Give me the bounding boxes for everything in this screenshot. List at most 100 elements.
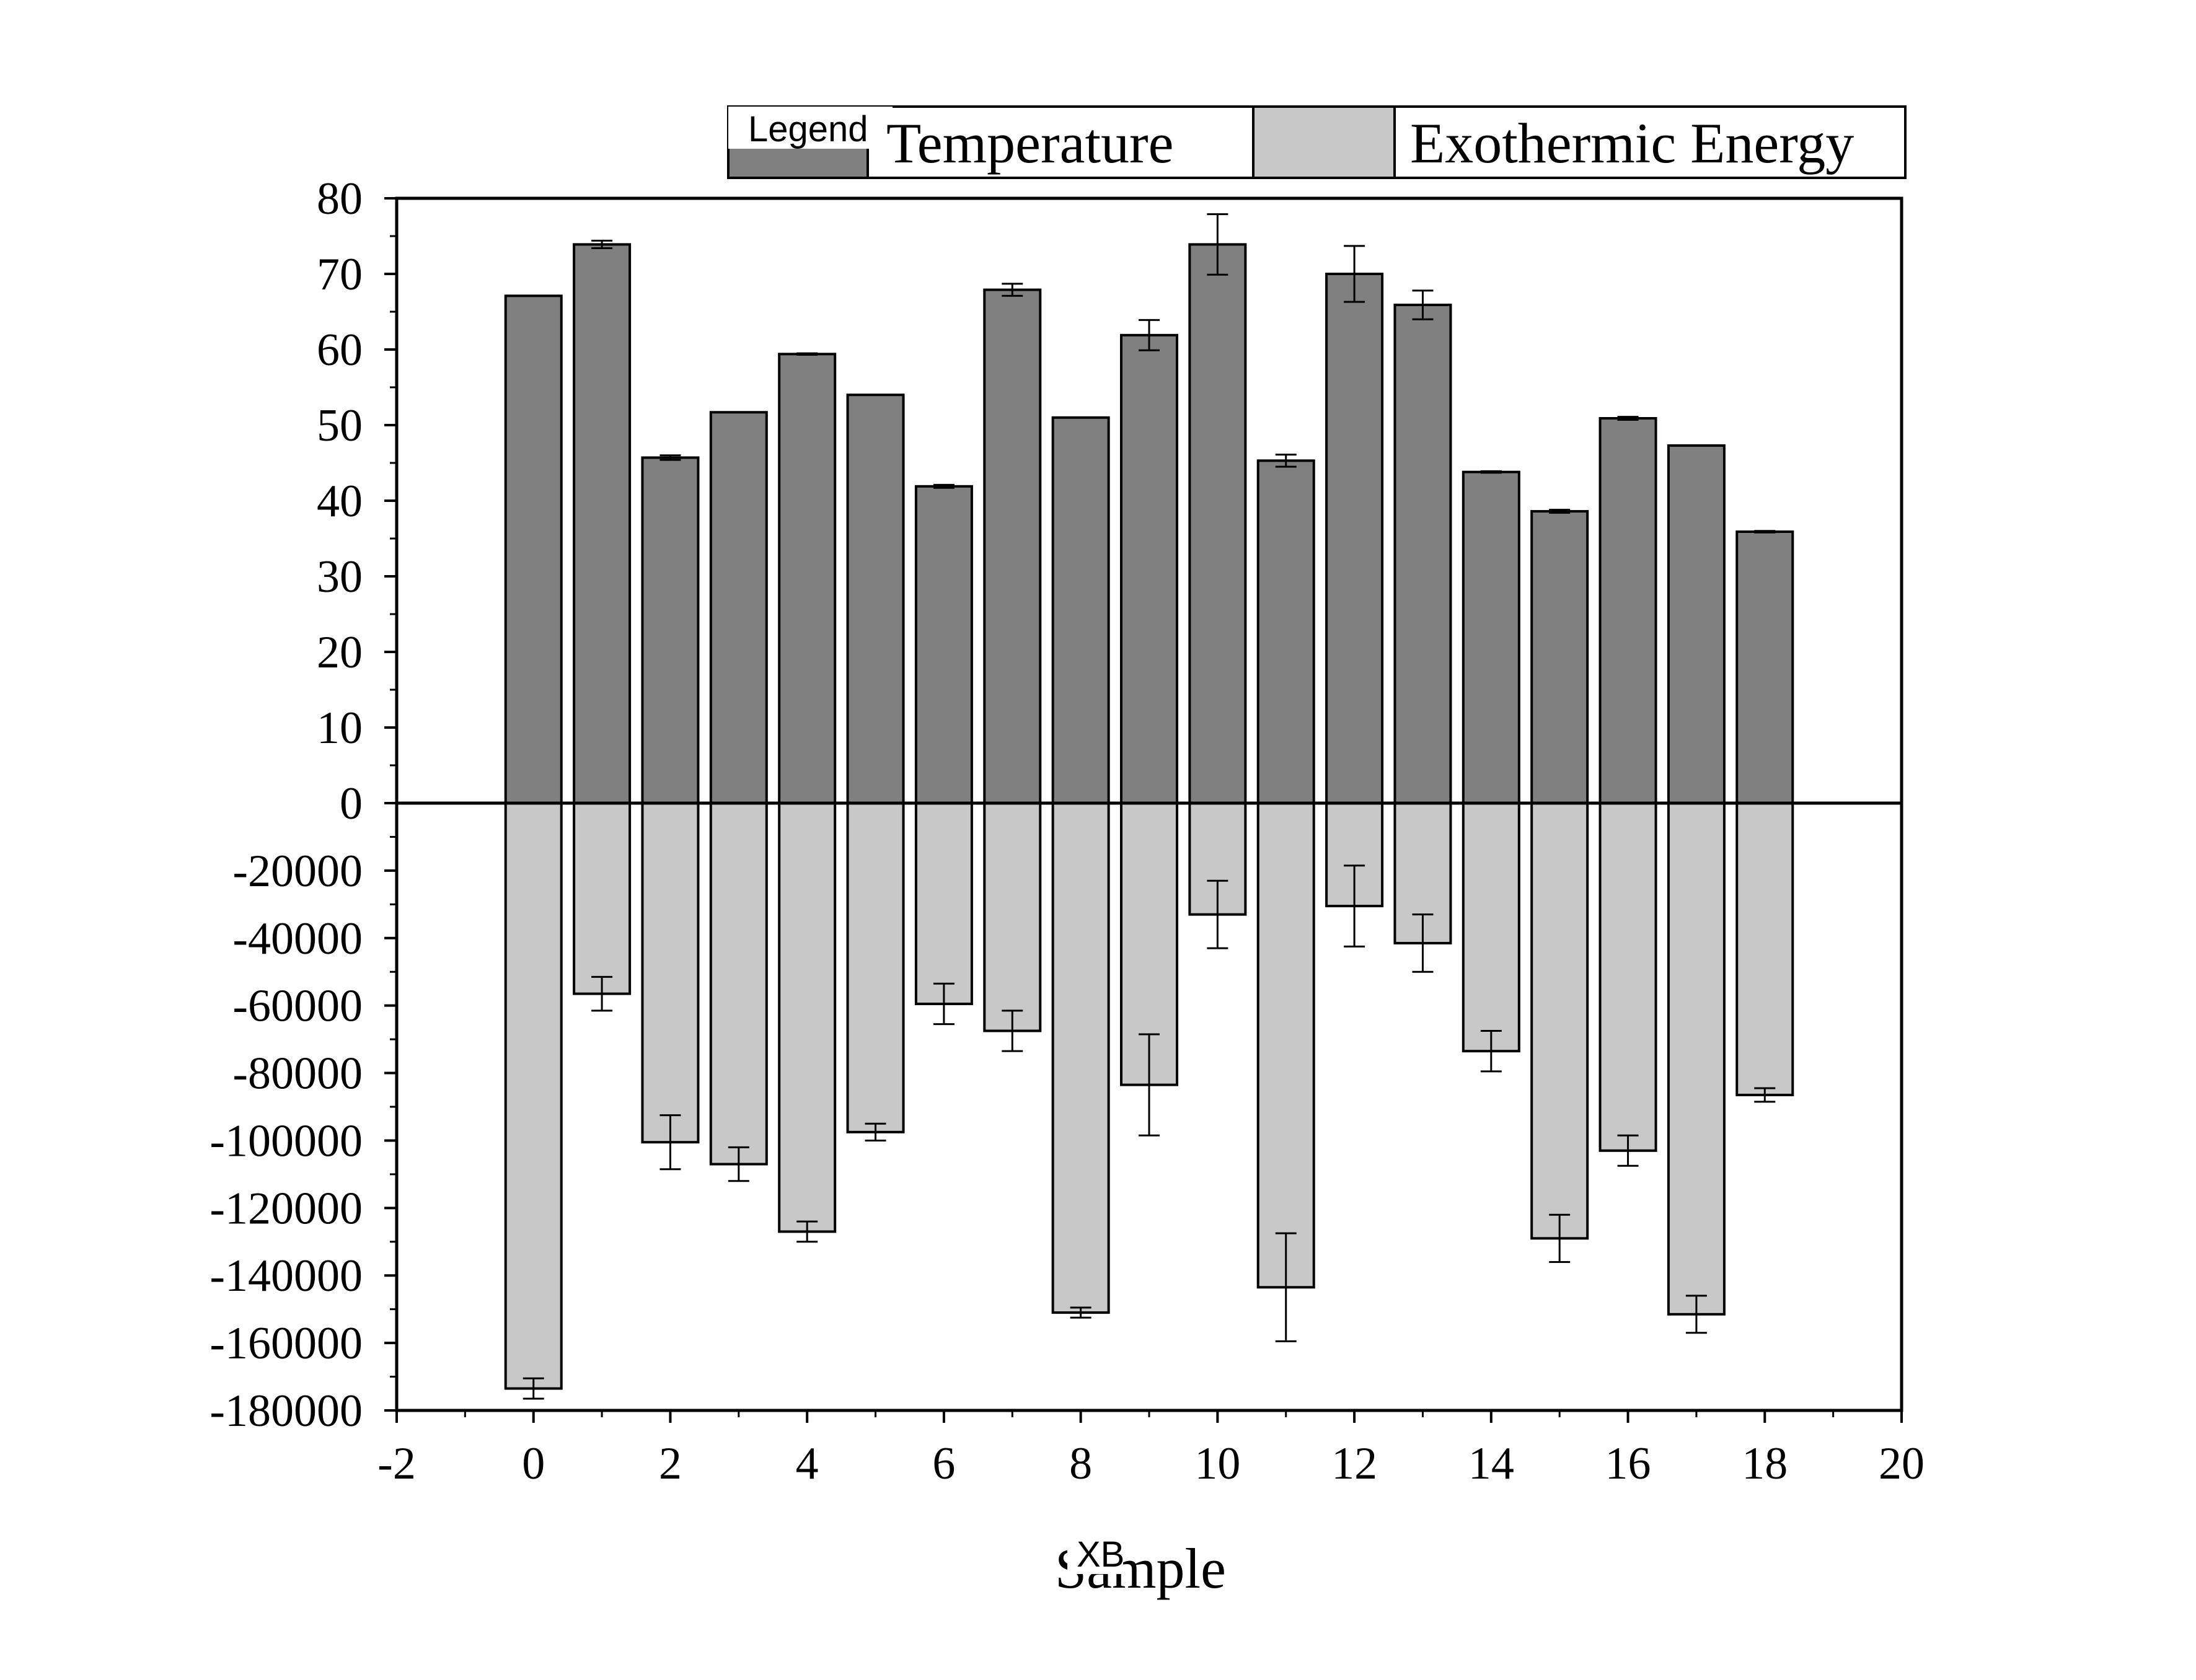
y-tick-label: 30	[317, 552, 363, 602]
error-bar-temperature-11	[1275, 454, 1297, 468]
x-tick-label: 18	[1742, 1438, 1788, 1489]
error-bar-temperature-18	[1754, 530, 1776, 534]
y-tick-label: -100000	[209, 1115, 363, 1166]
y-tick-label: -60000	[232, 981, 363, 1032]
y-tick-label: 50	[317, 400, 363, 451]
y-axis-ticks: 80 70 60 50 40 30 20 10 0 -20000 -40000 -60000 -8000…	[209, 174, 397, 1436]
error-bar-exothermic-energy-13	[1412, 913, 1434, 973]
bar-temperature-11	[1256, 459, 1315, 804]
y-tick-label: -160000	[209, 1318, 363, 1369]
error-bar-exothermic-energy-1	[591, 975, 613, 1012]
bar-exothermic-energy-1	[573, 802, 632, 995]
bar-exothermic-energy-18	[1735, 802, 1794, 1096]
x-tick-label: 4	[796, 1438, 819, 1489]
error-bar-exothermic-energy-3	[728, 1146, 749, 1182]
error-bar-exothermic-energy-5	[865, 1122, 886, 1141]
x-tick-label: 16	[1605, 1438, 1651, 1489]
y-tick-label: -140000	[209, 1251, 363, 1301]
bar-temperature-9	[1120, 333, 1178, 804]
y-tick-label: 10	[317, 703, 363, 754]
bar-exothermic-energy-7	[983, 802, 1042, 1032]
bar-temperature-18	[1735, 530, 1794, 805]
legend: Legend Temperature Exothermic Energy	[727, 105, 1907, 179]
error-bar-exothermic-energy-14	[1480, 1030, 1502, 1073]
x-tick-label: 8	[1069, 1438, 1092, 1489]
bar-exothermic-energy-14	[1462, 802, 1520, 1053]
bar-temperature-3	[709, 411, 768, 804]
error-bar-exothermic-energy-18	[1754, 1087, 1776, 1103]
y-tick-label: -180000	[209, 1386, 363, 1436]
error-bar-exothermic-energy-2	[659, 1114, 681, 1171]
error-bar-exothermic-energy-11	[1275, 1232, 1297, 1342]
bar-temperature-15	[1530, 510, 1589, 805]
bar-temperature-8	[1051, 416, 1110, 804]
error-bar-temperature-1	[591, 239, 613, 250]
error-bar-exothermic-energy-6	[933, 982, 955, 1026]
error-bar-temperature-14	[1480, 470, 1502, 474]
y-tick-label: -40000	[232, 913, 363, 964]
x-tick-label: 10	[1194, 1438, 1240, 1489]
bar-exothermic-energy-0	[504, 802, 563, 1390]
error-bar-temperature-2	[659, 454, 681, 461]
y-tick-label: 80	[317, 174, 363, 224]
bar-exothermic-energy-8	[1051, 802, 1110, 1314]
x-tick-label: 6	[932, 1438, 955, 1489]
error-bar-temperature-12	[1344, 245, 1365, 303]
bar-temperature-2	[641, 456, 700, 804]
bar-temperature-17	[1667, 444, 1726, 804]
error-bar-exothermic-energy-4	[796, 1220, 818, 1243]
y-tick-label: 60	[317, 325, 363, 376]
error-bar-temperature-13	[1412, 289, 1434, 320]
error-bar-exothermic-energy-9	[1139, 1033, 1160, 1137]
error-bar-exothermic-energy-15	[1549, 1213, 1571, 1263]
error-bars	[523, 213, 1776, 1400]
error-bar-temperature-6	[933, 483, 955, 489]
legend-swatch-exothermic-energy	[1252, 105, 1396, 179]
bar-exothermic-energy-11	[1256, 802, 1315, 1289]
bar-temperature-13	[1393, 304, 1452, 804]
legend-label-exothermic-energy: Exothermic Energy	[1410, 112, 1854, 175]
bar-temperature-4	[778, 353, 837, 804]
error-bar-exothermic-energy-0	[523, 1377, 544, 1400]
y-tick-label: 0	[340, 778, 363, 829]
y-tick-label: 40	[317, 476, 363, 527]
error-bar-temperature-9	[1139, 319, 1160, 351]
bar-temperature-6	[914, 485, 973, 804]
legend-title-bg	[728, 107, 893, 149]
bar-exothermic-energy-2	[641, 802, 700, 1144]
x-tick-label: 20	[1879, 1438, 1925, 1489]
x-axis-ticks: -2 0 2 4 6 8 10 12 14 16 18 20	[377, 1410, 1925, 1489]
error-bar-temperature-7	[1002, 283, 1023, 297]
bar-temperature-14	[1462, 470, 1520, 804]
error-bar-temperature-10	[1207, 213, 1228, 276]
x-tick-label: 0	[522, 1438, 545, 1489]
bar-temperature-0	[504, 294, 563, 804]
error-bar-temperature-16	[1617, 416, 1639, 421]
bar-exothermic-energy-4	[778, 802, 837, 1233]
y-tick-label: -80000	[232, 1049, 363, 1099]
error-bar-exothermic-energy-8	[1070, 1306, 1091, 1319]
y-tick-label: 70	[317, 249, 363, 300]
error-bar-exothermic-energy-17	[1685, 1295, 1707, 1334]
error-bar-exothermic-energy-12	[1344, 864, 1365, 948]
error-bar-temperature-15	[1549, 509, 1571, 514]
bar-temperature-5	[846, 394, 905, 804]
bar-exothermic-energy-15	[1530, 802, 1589, 1240]
y-tick-label: -20000	[232, 846, 363, 897]
x-tick-label: 2	[659, 1438, 682, 1489]
error-bar-exothermic-energy-7	[1002, 1009, 1023, 1052]
error-bar-exothermic-energy-10	[1207, 879, 1228, 949]
bar-exothermic-energy-6	[914, 802, 973, 1005]
x-axis-tag-bg	[1067, 1531, 1123, 1574]
x-tick-label: 14	[1468, 1438, 1514, 1489]
bar-exothermic-energy-5	[846, 802, 905, 1133]
bar-temperature-12	[1325, 273, 1384, 804]
bar-temperature-16	[1598, 417, 1657, 804]
x-axis-tag: XB	[1077, 1534, 1124, 1575]
error-bar-exothermic-energy-16	[1617, 1134, 1639, 1167]
legend-label-temperature: Temperature	[886, 112, 1174, 175]
bar-exothermic-energy-16	[1598, 802, 1657, 1152]
y-tick-label: 20	[317, 627, 363, 678]
x-tick-label: -2	[377, 1438, 416, 1489]
